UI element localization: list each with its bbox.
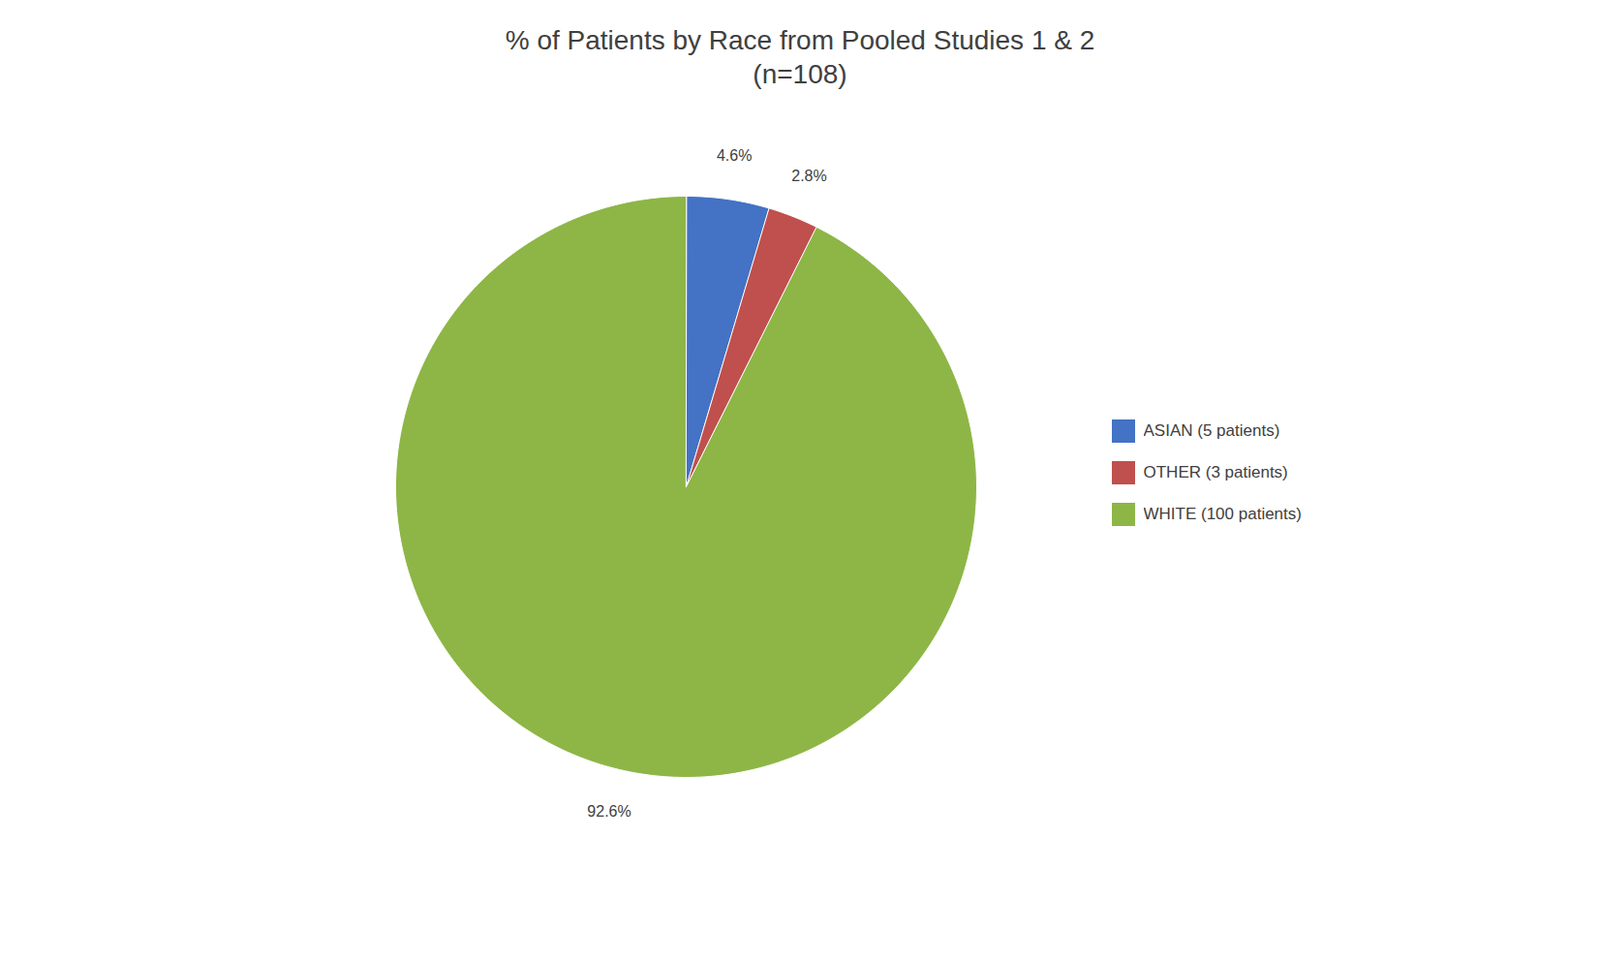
html-text:WHITE (100 patients): WHITE (100 patients) [1143, 504, 1302, 524]
html-text:% of Patients by Race from Poo: % of Patients by Race from Pooled Studie… [505, 25, 1095, 90]
svg-text:2.8%: 2.8% [791, 167, 827, 185]
html-text:ASIAN (5 patients): ASIAN (5 patients) [1143, 421, 1280, 440]
html-text:OTHER (3 patients): OTHER (3 patients) [1143, 463, 1288, 482]
svg-text:92.6%: 92.6% [586, 802, 631, 820]
svg-text:4.6%: 4.6% [716, 147, 752, 164]
